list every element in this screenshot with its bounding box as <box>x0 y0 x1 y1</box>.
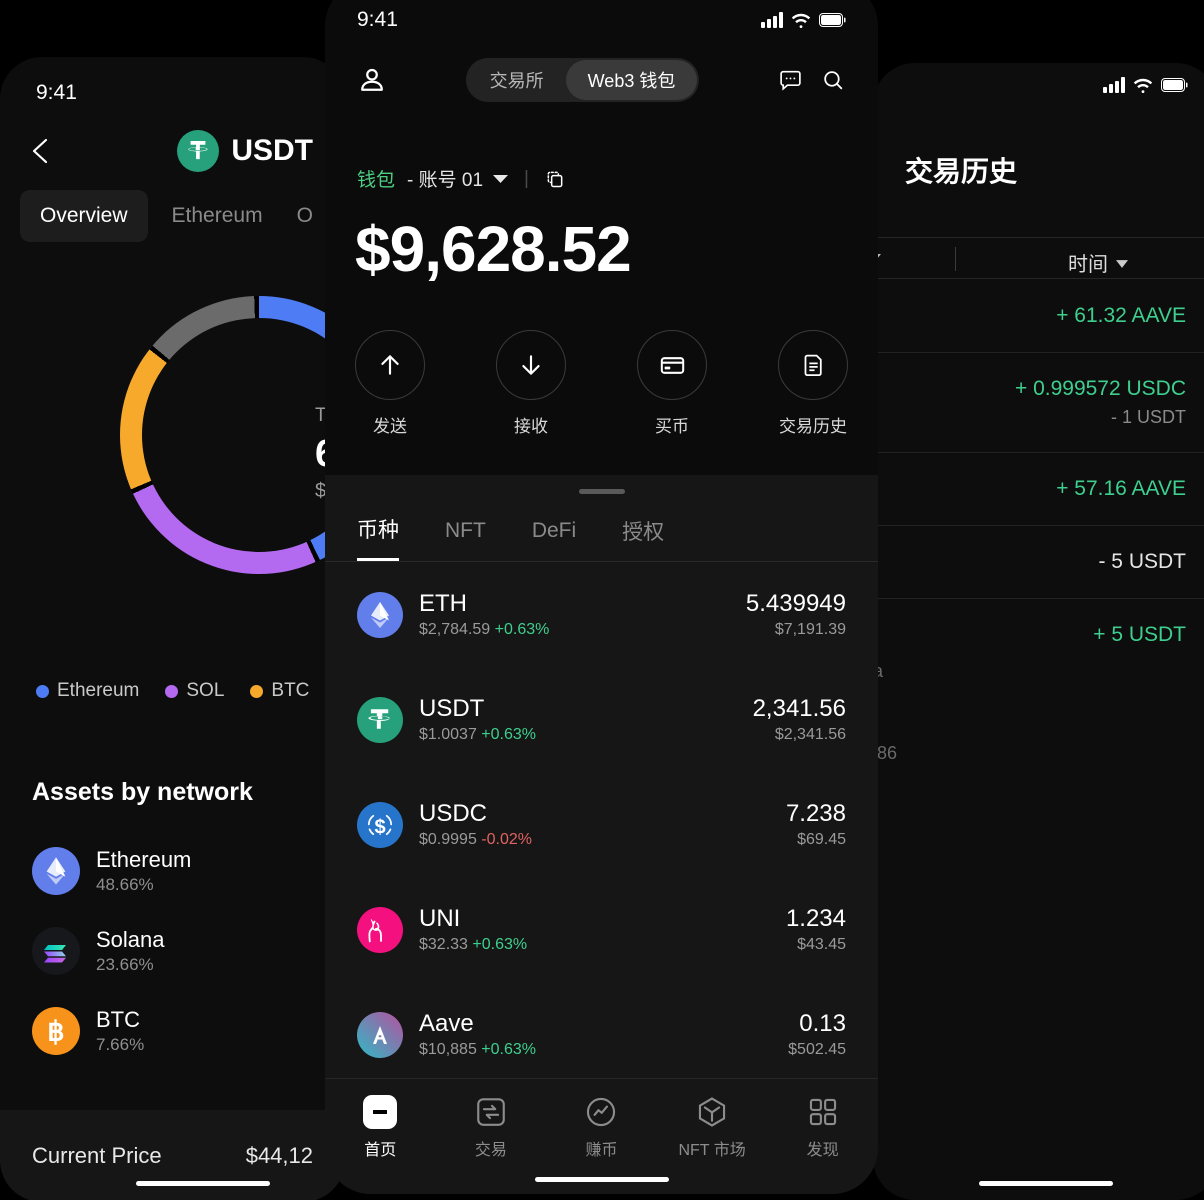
svg-text:฿: ฿ <box>47 1015 64 1046</box>
svg-text:$: $ <box>374 816 385 838</box>
